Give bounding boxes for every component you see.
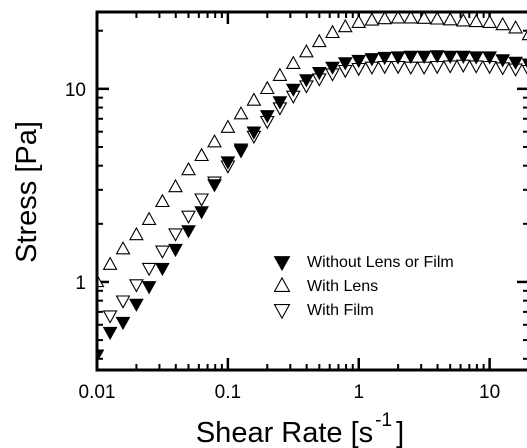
legend-label: With Film [307, 302, 374, 319]
data-point-filled-down-triangle [455, 50, 471, 65]
data-point-filled-down-triangle [442, 50, 458, 65]
x-tick-label: 0.01 [79, 382, 116, 403]
x-axis-title: Shear Rate [s -1] [196, 410, 404, 448]
y-axis-title: Stress [Pa] [11, 121, 43, 263]
data-point-open-up-triangle [455, 13, 471, 27]
data-point-open-down-triangle [181, 210, 196, 225]
data-point-filled-down-triangle [377, 51, 393, 66]
data-point-open-up-triangle [259, 80, 275, 95]
data-point-filled-down-triangle [207, 179, 222, 193]
data-point-filled-down-triangle [168, 243, 183, 258]
data-point-open-up-triangle [220, 119, 236, 133]
data-point-open-up-triangle [521, 30, 527, 41]
data-point-open-up-triangle [154, 193, 170, 208]
data-markers [97, 12, 527, 363]
data-point-open-up-triangle [128, 226, 144, 241]
data-point-filled-down-triangle [141, 281, 157, 295]
data-point-filled-down-triangle [351, 54, 367, 69]
legend-marker-open-down-triangle [273, 304, 291, 320]
legend-label: With Lens [307, 278, 378, 295]
data-point-open-down-triangle [194, 193, 210, 207]
y-tick-label: 1 [75, 273, 86, 294]
data-point-open-up-triangle [416, 12, 432, 24]
data-point-filled-down-triangle [233, 143, 249, 157]
data-point-filled-down-triangle [285, 83, 301, 97]
data-point-filled-down-triangle [325, 61, 340, 75]
x-axis-title-superscript: -1 [375, 410, 392, 431]
data-point-open-up-triangle [442, 12, 458, 26]
data-point-filled-down-triangle [416, 50, 432, 65]
data-point-open-up-triangle [403, 12, 419, 24]
data-point-filled-down-triangle [246, 126, 262, 140]
data-point-open-up-triangle [207, 133, 222, 148]
data-point-open-down-triangle [154, 245, 170, 259]
data-point-open-up-triangle [97, 273, 105, 288]
tick-labels: 0.01 0.1 1 10 1 10 [65, 80, 500, 403]
data-point-filled-down-triangle [102, 326, 118, 341]
data-point-open-down-triangle [102, 310, 118, 324]
data-point-open-up-triangle [508, 20, 524, 34]
x-axis-title-close: ] [396, 417, 404, 448]
data-point-open-up-triangle [141, 211, 157, 225]
data-point-filled-down-triangle [129, 298, 144, 312]
data-point-open-up-triangle [194, 147, 210, 162]
data-point-filled-down-triangle [220, 156, 236, 170]
x-tick-label: 10 [479, 382, 500, 403]
data-point-open-up-triangle [482, 14, 498, 28]
data-point-open-up-triangle [337, 18, 353, 33]
data-point-open-up-triangle [168, 178, 183, 193]
data-point-open-up-triangle [233, 105, 249, 120]
x-tick-label: 1 [353, 382, 364, 403]
data-point-open-up-triangle [495, 16, 511, 31]
data-point-open-down-triangle [141, 262, 157, 277]
data-point-filled-down-triangle [155, 262, 170, 277]
data-point-filled-down-triangle [429, 50, 445, 64]
data-point-open-up-triangle [246, 92, 262, 106]
data-point-filled-down-triangle [468, 51, 484, 65]
data-point-open-up-triangle [377, 12, 393, 25]
data-point-filled-down-triangle [194, 206, 209, 220]
x-axis-title-main: Shear Rate [s [196, 417, 373, 448]
data-point-open-up-triangle [311, 33, 327, 48]
x-tick-label: 0.1 [215, 382, 241, 403]
plot-frame [95, 10, 527, 372]
data-point-filled-down-triangle [482, 51, 497, 65]
data-point-open-up-triangle [325, 24, 340, 39]
data-point-open-down-triangle [115, 295, 131, 309]
data-point-filled-down-triangle [181, 225, 196, 239]
data-point-open-up-triangle [272, 67, 288, 81]
data-point-filled-down-triangle [311, 67, 327, 81]
data-point-filled-down-triangle [299, 74, 314, 88]
data-point-filled-down-triangle [259, 110, 275, 124]
data-point-filled-down-triangle [508, 56, 523, 70]
data-point-open-up-triangle [115, 240, 131, 255]
legend-marker-filled-down-triangle [273, 256, 291, 272]
legend: Without Lens or Film With Lens With Film [273, 254, 454, 320]
data-point-open-up-triangle [102, 256, 118, 270]
data-point-open-up-triangle [390, 12, 406, 24]
data-point-open-up-triangle [181, 161, 196, 176]
data-point-filled-down-triangle [390, 51, 406, 65]
data-point-open-down-triangle [128, 279, 144, 293]
y-tick-label: 10 [65, 80, 86, 101]
data-point-open-down-triangle [168, 228, 183, 242]
data-point-open-up-triangle [429, 12, 445, 25]
data-point-filled-down-triangle [337, 57, 353, 71]
data-point-open-up-triangle [298, 43, 314, 58]
data-point-filled-down-triangle [495, 54, 511, 68]
data-point-open-up-triangle [285, 55, 301, 69]
data-point-open-up-triangle [364, 12, 380, 26]
data-point-filled-down-triangle [403, 50, 419, 65]
data-point-filled-down-triangle [272, 96, 288, 110]
data-point-open-down-triangle [521, 64, 527, 75]
data-point-filled-down-triangle [521, 58, 527, 69]
data-point-filled-down-triangle [97, 349, 105, 363]
legend-marker-open-up-triangle [273, 276, 291, 292]
data-point-filled-down-triangle [115, 316, 131, 331]
data-point-open-up-triangle [351, 14, 367, 28]
data-point-open-up-triangle [468, 13, 484, 28]
data-point-filled-down-triangle [364, 53, 380, 67]
legend-label: Without Lens or Film [307, 254, 454, 271]
